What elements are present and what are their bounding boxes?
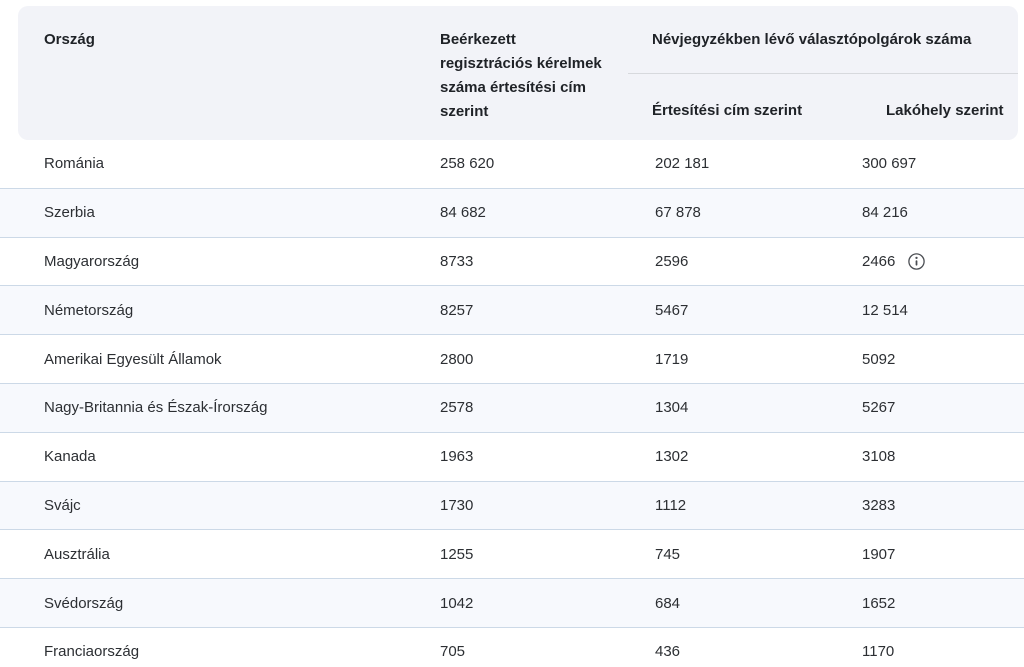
residence-cell: 84 216 — [862, 204, 1024, 221]
residence-value: 1652 — [862, 594, 896, 612]
residence-value: 1170 — [862, 643, 895, 661]
residence-value: 5092 — [862, 350, 896, 368]
country-cell: Franciaország — [44, 643, 140, 661]
residence-value: 300 697 — [862, 155, 917, 173]
received-cell: 8257 — [440, 301, 474, 319]
received-cell: 258 620 — [440, 155, 495, 173]
residence-cell: 300 697 — [862, 155, 1024, 172]
table-row: Amerikai Egyesült Államok 2800 1719 5092 — [0, 335, 1024, 384]
residence-cell: 12 514 — [862, 302, 1024, 319]
residence-value: 3283 — [862, 496, 896, 514]
column-header-by-notification: Értesítési cím szerint — [652, 102, 803, 119]
residence-value: 5267 — [862, 399, 896, 417]
received-cell: 1963 — [440, 448, 474, 466]
residence-cell: 5267 — [862, 399, 1024, 416]
residence-cell: 1652 — [862, 595, 1024, 612]
country-cell: Svájc — [44, 496, 81, 514]
notification-cell: 684 — [655, 594, 681, 612]
notification-cell: 1304 — [655, 399, 689, 417]
table-row: Szerbia 84 682 67 878 84 216 — [0, 188, 1024, 238]
received-cell: 8733 — [440, 252, 474, 270]
residence-value: 84 216 — [862, 204, 908, 222]
notification-cell: 436 — [655, 643, 681, 661]
table-row: Nagy-Britannia és Észak-Írország 2578 13… — [0, 383, 1024, 433]
column-group-register: Névjegyzékben lévő választópolgárok szám… — [628, 28, 1018, 140]
table-row: Kanada 1963 1302 3108 — [0, 432, 1024, 482]
table-row: Svájc 1730 1112 3283 — [0, 481, 1024, 531]
table-row: Németország 8257 5467 12 514 — [0, 286, 1024, 336]
notification-cell: 2596 — [655, 252, 689, 270]
residence-cell: 2466 — [862, 253, 1024, 270]
country-cell: Kanada — [44, 448, 96, 466]
table-row: Ausztrália 1255 745 1907 — [0, 530, 1024, 580]
notification-cell: 5467 — [655, 301, 689, 319]
received-cell: 2578 — [440, 399, 474, 417]
table-body: Románia 258 620 202 181 300 697 Szerbia … — [0, 140, 1024, 667]
table-header: Ország Beérkezett regisztrációs kérelmek… — [18, 6, 1018, 140]
received-cell: 2800 — [440, 350, 474, 368]
residence-value: 3108 — [862, 448, 896, 466]
info-circle-icon[interactable] — [908, 253, 926, 270]
country-cell: Románia — [44, 155, 105, 173]
residence-cell: 1907 — [862, 546, 1024, 563]
residence-cell: 5092 — [862, 351, 1024, 368]
notification-cell: 1719 — [655, 350, 689, 368]
received-cell: 1255 — [440, 545, 474, 563]
received-cell: 84 682 — [440, 204, 486, 222]
received-cell: 1042 — [440, 594, 474, 612]
received-cell: 705 — [440, 643, 466, 661]
registration-table: Ország Beérkezett regisztrációs kérelmek… — [0, 6, 1024, 667]
country-cell: Szerbia — [44, 204, 95, 222]
table-row: Franciaország 705 436 1170 — [0, 627, 1024, 667]
residence-cell: 3108 — [862, 448, 1024, 465]
table-row: Románia 258 620 202 181 300 697 — [0, 140, 1024, 189]
notification-cell: 1302 — [655, 448, 689, 466]
country-cell: Ausztrália — [44, 545, 110, 563]
table-row: Svédország 1042 684 1652 — [0, 579, 1024, 628]
residence-value: 12 514 — [862, 301, 908, 319]
column-header-country: Ország — [44, 31, 95, 48]
country-cell: Magyarország — [44, 252, 140, 270]
country-cell: Svédország — [44, 594, 124, 612]
residence-value: 2466 — [862, 252, 896, 270]
country-cell: Németország — [44, 301, 134, 319]
column-header-by-residence: Lakóhely szerint — [886, 102, 1004, 119]
residence-cell: 1170 — [862, 643, 1024, 660]
header-divider — [628, 73, 1018, 74]
notification-cell: 745 — [655, 545, 681, 563]
notification-cell: 67 878 — [655, 204, 701, 222]
received-cell: 1730 — [440, 496, 474, 514]
notification-cell: 1112 — [655, 496, 687, 514]
country-cell: Amerikai Egyesült Államok — [44, 350, 222, 368]
residence-cell: 3283 — [862, 497, 1024, 514]
column-header-received-requests: Beérkezett regisztrációs kérelmek száma … — [440, 31, 602, 120]
notification-cell: 202 181 — [655, 155, 710, 173]
column-group-title: Névjegyzékben lévő választópolgárok szám… — [652, 31, 972, 48]
country-cell: Nagy-Britannia és Észak-Írország — [44, 399, 268, 417]
table-row: Magyarország 8733 2596 2466 — [0, 237, 1024, 287]
residence-value: 1907 — [862, 545, 896, 563]
